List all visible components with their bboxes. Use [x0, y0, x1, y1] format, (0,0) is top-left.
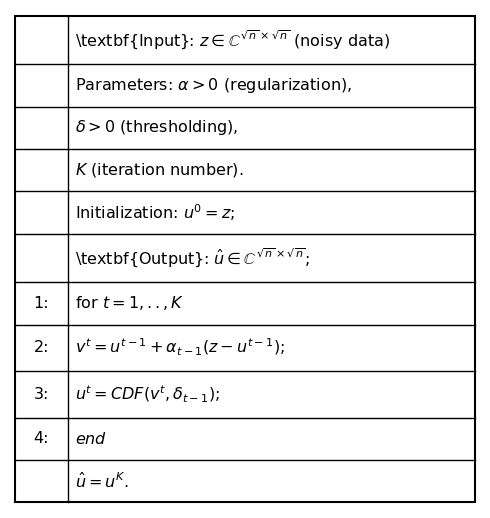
Text: 1:: 1:	[33, 296, 49, 311]
Text: \textbf{Output}: $\hat{u} \in \mathbb{C}^{\sqrt{n}\times\sqrt{n}}$;: \textbf{Output}: $\hat{u} \in \mathbb{C}…	[75, 247, 310, 269]
Text: $u^t = CDF(v^t, \delta_{t-1})$;: $u^t = CDF(v^t, \delta_{t-1})$;	[75, 384, 220, 405]
Text: Parameters: $\alpha > 0$ (regularization),: Parameters: $\alpha > 0$ (regularization…	[75, 76, 352, 95]
Text: 2:: 2:	[33, 340, 49, 355]
Text: 3:: 3:	[33, 387, 49, 402]
Text: $\hat{u} = u^K.$: $\hat{u} = u^K.$	[75, 472, 129, 491]
Text: $\delta > 0$ (thresholding),: $\delta > 0$ (thresholding),	[75, 118, 238, 137]
Text: Initialization: $u^0 = z$;: Initialization: $u^0 = z$;	[75, 202, 235, 223]
Text: $K$ (iteration number).: $K$ (iteration number).	[75, 161, 244, 179]
Text: 4:: 4:	[33, 431, 49, 447]
Text: \textbf{Input}: $z \in \mathbb{C}^{\sqrt{n}\times\sqrt{n}}$ (noisy data): \textbf{Input}: $z \in \mathbb{C}^{\sqrt…	[75, 28, 390, 51]
Text: for $t = 1,..,K$: for $t = 1,..,K$	[75, 294, 185, 312]
Text: $v^t = u^{t-1} + \alpha_{t-1}(z - u^{t-1})$;: $v^t = u^{t-1} + \alpha_{t-1}(z - u^{t-1…	[75, 337, 285, 358]
Text: $end$: $end$	[75, 431, 107, 447]
